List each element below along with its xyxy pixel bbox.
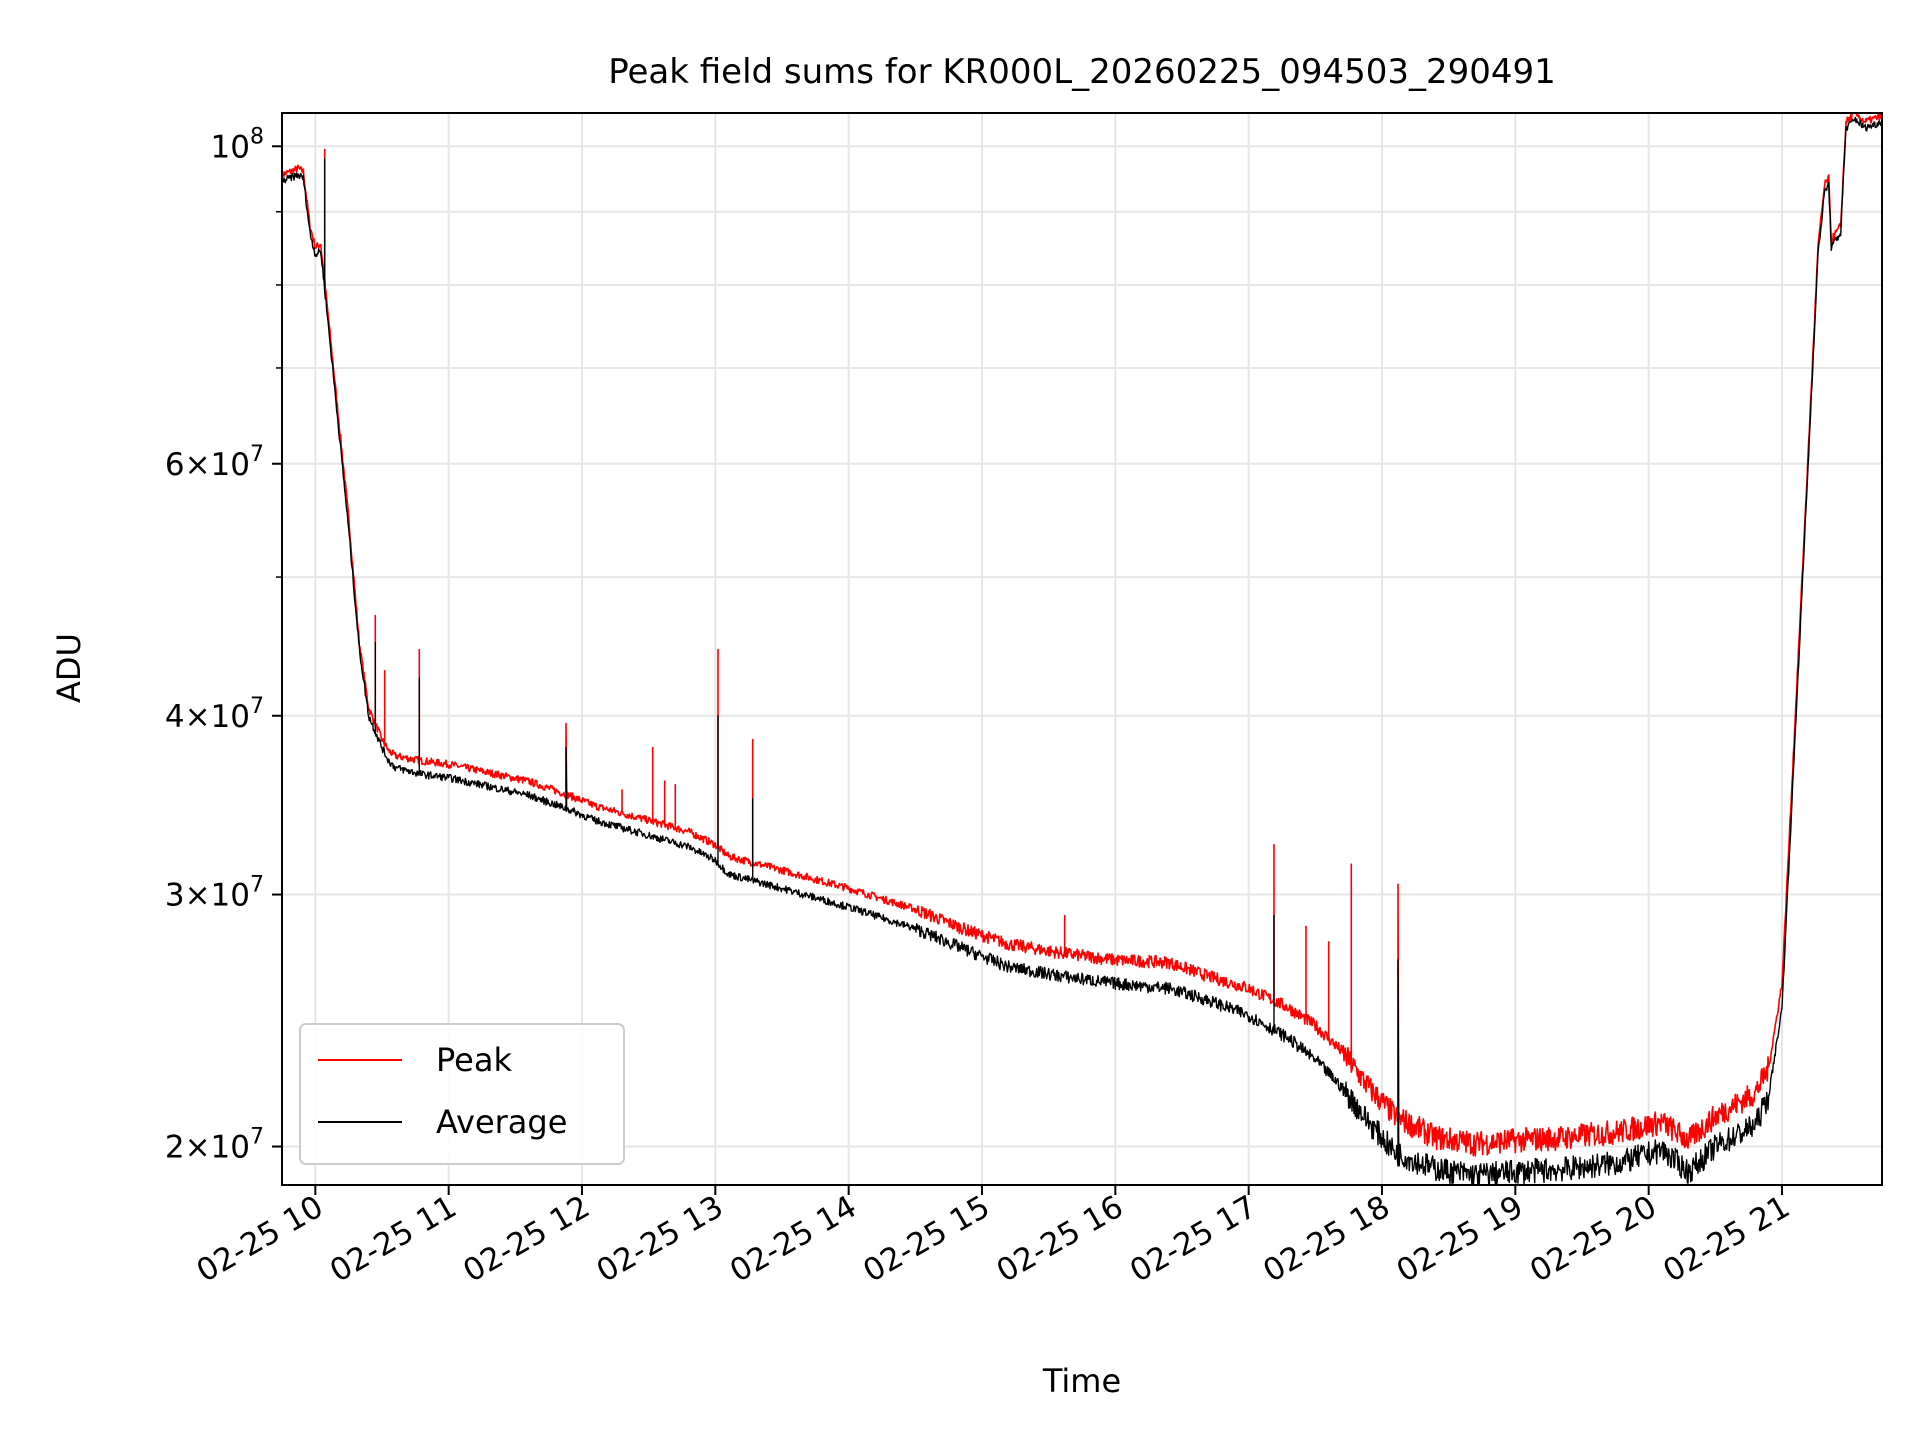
y-tick-mantissa: 4: [165, 699, 185, 735]
legend: Peak Average: [299, 1023, 625, 1165]
y-tick-exponent: 7: [250, 873, 264, 898]
y-tick-exponent: 8: [250, 124, 264, 149]
x-axis-label: Time: [1042, 1362, 1121, 1400]
y-tick-base: 10: [211, 878, 250, 914]
y-tick-label: 6×107: [165, 442, 264, 483]
y-tick-times: ×: [185, 447, 211, 483]
plot-frame: [281, 112, 1883, 1186]
legend-label-average: Average: [436, 1103, 567, 1141]
y-tick-label: 108: [211, 124, 264, 165]
y-tick-label: 4×107: [165, 694, 264, 735]
chart-title: Peak field sums for KR000L_20260225_0945…: [608, 52, 1556, 92]
y-tick-label: 2×107: [165, 1125, 264, 1166]
y-tick-times: ×: [185, 699, 211, 735]
y-tick-exponent: 7: [250, 694, 264, 719]
y-tick-exponent: 7: [250, 1125, 264, 1150]
y-tick-mantissa: 3: [165, 878, 185, 914]
y-tick-mantissa: 6: [165, 447, 185, 483]
legend-label-peak: Peak: [436, 1041, 512, 1079]
y-tick-label: 3×107: [165, 873, 264, 914]
grid: [282, 113, 1882, 1185]
y-tick-base: 10: [211, 699, 250, 735]
y-tick-mantissa: 2: [165, 1130, 185, 1166]
y-axis-label: ADU: [50, 633, 88, 703]
series-layer: [282, 113, 1882, 1185]
y-tick-times: ×: [185, 1130, 211, 1166]
y-tick-base: 10: [211, 1130, 250, 1166]
series-line-average: [282, 116, 1882, 1185]
y-tick-exponent: 7: [250, 442, 264, 467]
y-tick-base: 10: [211, 447, 250, 483]
series-line-peak: [282, 113, 1882, 1157]
y-tick-times: ×: [185, 878, 211, 914]
y-tick-base: 10: [211, 129, 250, 165]
